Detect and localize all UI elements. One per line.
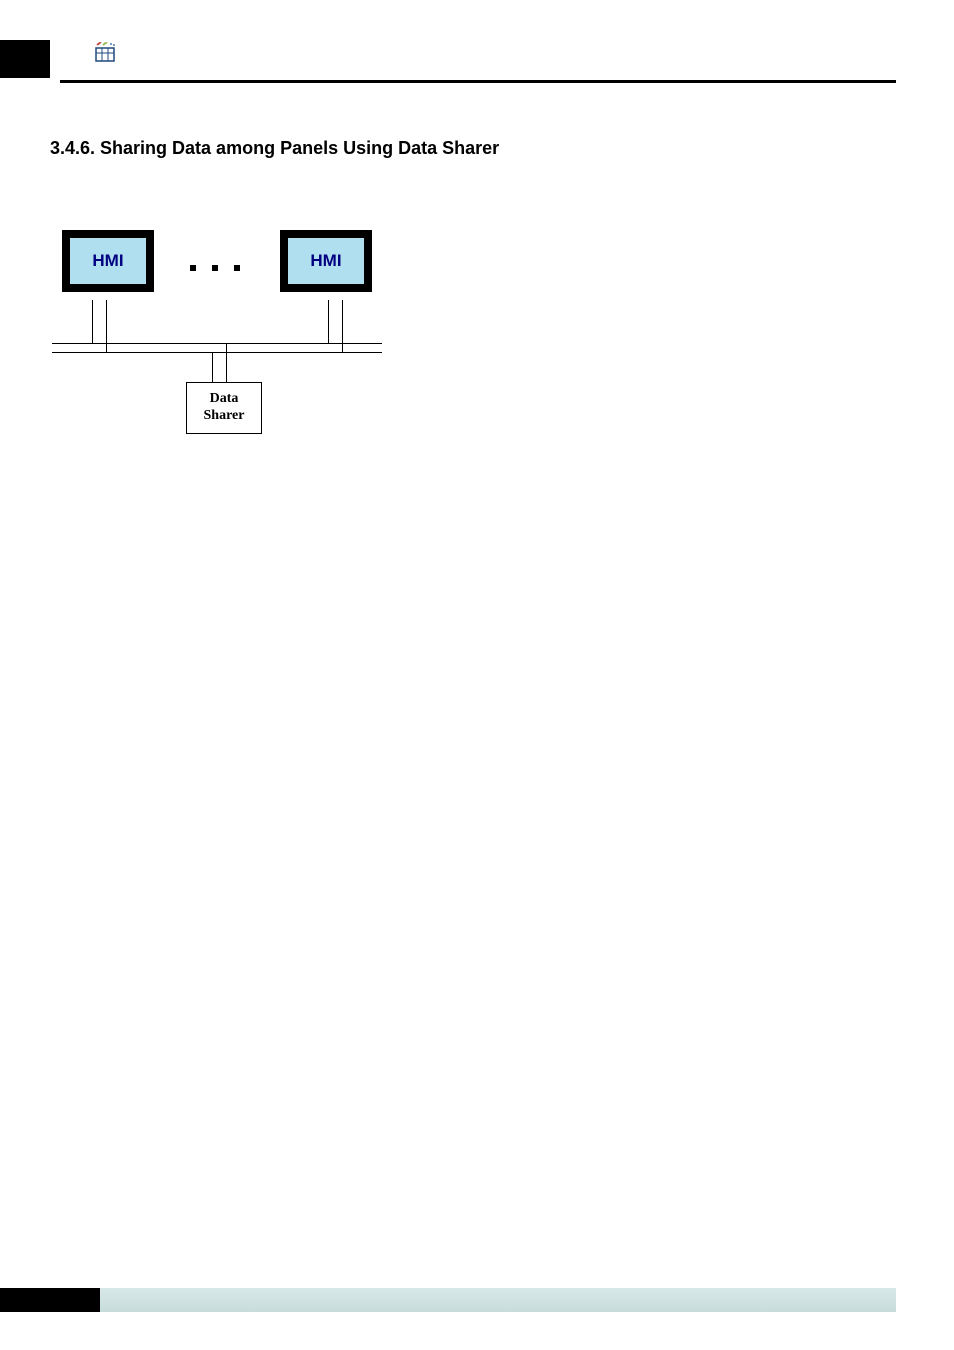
network-diagram: HMI HMI Data Sharer	[50, 218, 390, 468]
document-icon	[95, 42, 117, 62]
bus-line-bottom	[52, 352, 382, 353]
data-sharer-label-1: Data	[210, 391, 239, 408]
footer-gradient-bar	[100, 1288, 896, 1312]
connector-line	[226, 343, 227, 382]
connector-line	[92, 300, 93, 343]
footer-black-bar	[0, 1288, 100, 1312]
ellipsis-dots	[182, 254, 248, 280]
data-sharer-node: Data Sharer	[186, 382, 262, 434]
bus-line-top	[52, 343, 382, 344]
hmi-left-label: HMI	[92, 251, 123, 271]
hmi-node-left: HMI	[62, 230, 154, 292]
connector-line	[212, 352, 213, 382]
header-black-bar	[0, 40, 50, 78]
hmi-node-right: HMI	[280, 230, 372, 292]
hmi-right-label: HMI	[310, 251, 341, 271]
connector-line	[106, 300, 107, 352]
header-divider-line	[60, 80, 896, 83]
connector-line	[342, 300, 343, 352]
data-sharer-label-2: Sharer	[204, 408, 245, 425]
connector-line	[328, 300, 329, 343]
section-title: 3.4.6. Sharing Data among Panels Using D…	[50, 138, 499, 159]
